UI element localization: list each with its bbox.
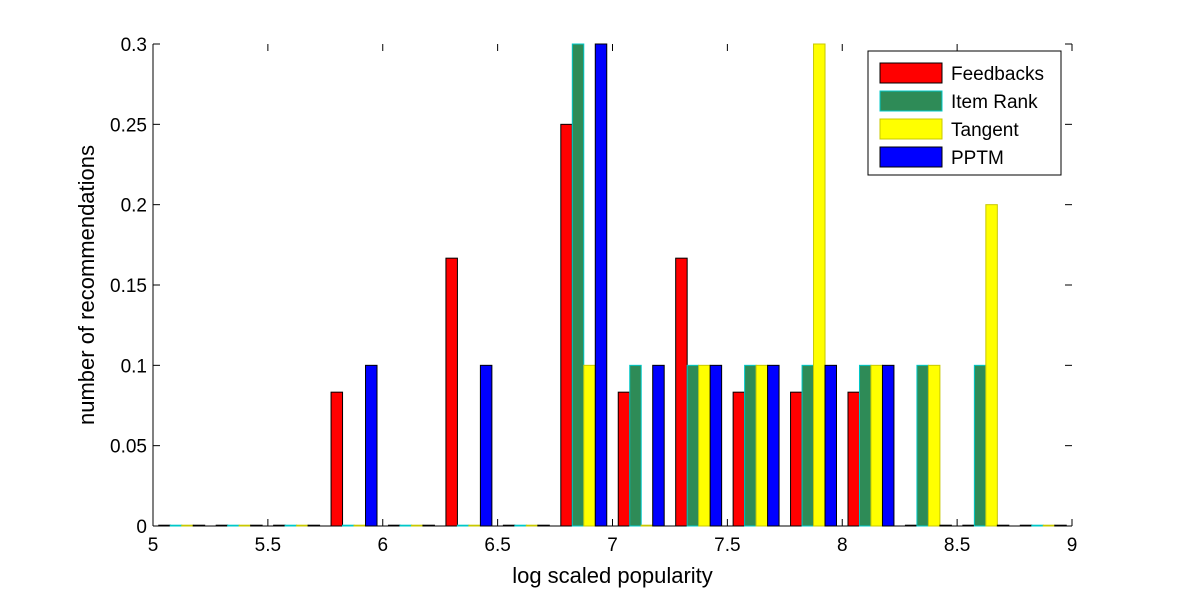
bar-item-rank-10: [744, 364, 757, 527]
legend-swatch-item-rank: [879, 90, 943, 112]
y-tick-label: 0.3: [121, 35, 147, 56]
bar-feedbacks-14: [962, 524, 975, 527]
bar-tangent-13: [927, 364, 941, 527]
bar-tangent-15: [1042, 524, 1056, 527]
bar-pptm-7: [594, 43, 608, 527]
bar-feedbacks-11: [790, 391, 803, 527]
bar-feedbacks-1: [215, 524, 229, 527]
y-tick-label: 0: [136, 517, 147, 538]
bar-tangent-6: [525, 524, 539, 527]
bar-item-rank-8: [629, 364, 642, 527]
bar-tangent-4: [410, 524, 424, 527]
bar-feedbacks-7: [560, 123, 573, 527]
y-tick-label: 0.25: [110, 115, 147, 136]
x-tick-label: 7: [607, 535, 618, 556]
bar-item-rank-5: [456, 524, 470, 527]
bar-pptm-15: [1054, 524, 1067, 527]
bar-feedbacks-3: [330, 391, 344, 527]
x-tick-label: 8.5: [944, 535, 970, 556]
bar-tangent-3: [353, 524, 367, 527]
bar-feedbacks-10: [732, 391, 746, 527]
y-tick-label: 0.2: [121, 196, 147, 217]
x-tick-label: 5: [148, 535, 159, 556]
bar-item-rank-14: [973, 364, 987, 527]
bar-item-rank-3: [342, 524, 355, 527]
bar-feedbacks-6: [502, 524, 516, 527]
legend-swatch-feedbacks: [879, 62, 943, 84]
x-tick-label: 6: [377, 535, 388, 556]
bar-pptm-2: [307, 524, 321, 527]
legend-label: Feedbacks: [951, 64, 1044, 85]
bar-pptm-13: [939, 524, 952, 527]
bar-tangent-0: [181, 524, 194, 527]
legend-swatch-tangent: [879, 118, 943, 140]
bar-feedbacks-9: [675, 257, 688, 527]
bar-tangent-7: [583, 364, 596, 527]
x-tick-label: 8: [837, 535, 848, 556]
bar-item-rank-9: [686, 364, 700, 527]
bar-tangent-10: [755, 364, 769, 527]
bar-item-rank-4: [399, 524, 412, 527]
bar-pptm-8: [652, 364, 665, 527]
legend-label: Tangent: [951, 120, 1019, 141]
bar-feedbacks-2: [273, 524, 286, 527]
bar-feedbacks-8: [617, 391, 631, 527]
bar-item-rank-6: [514, 524, 527, 527]
bar-feedbacks-0: [158, 524, 171, 527]
bar-item-rank-0: [169, 524, 183, 527]
bar-pptm-12: [881, 364, 895, 527]
axis-ticks: 5 5.5 6 6.5 7 7.5 8 8.5 9 0 0.05 0.1 0.15 0.2 0.25 0.3: [110, 35, 1077, 556]
x-tick-label: 9: [1067, 535, 1078, 556]
bar-item-rank-11: [801, 364, 815, 527]
bar-pptm-9: [709, 364, 723, 527]
x-tick-label: 6.5: [484, 535, 510, 556]
bar-pptm-0: [192, 524, 206, 527]
bar-feedbacks-15: [1019, 524, 1033, 527]
bar-pptm-10: [767, 364, 780, 527]
bar-tangent-9: [698, 364, 711, 527]
bar-pptm-4: [422, 524, 435, 527]
x-axis-label: log scaled popularity: [512, 563, 713, 588]
bar-item-rank-1: [227, 524, 240, 527]
bar-pptm-14: [996, 524, 1010, 527]
legend-swatch-pptm: [879, 146, 943, 168]
bar-item-rank-15: [1031, 524, 1044, 527]
bar-tangent-8: [640, 524, 654, 527]
legend-label: PPTM: [951, 148, 1004, 169]
y-tick-label: 0.05: [110, 437, 147, 458]
bar-item-rank-7: [571, 43, 585, 527]
y-tick-label: 0.15: [110, 276, 147, 297]
bar-pptm-11: [824, 364, 838, 527]
bar-feedbacks-12: [847, 391, 860, 527]
x-tick-label: 7.5: [714, 535, 740, 556]
bar-item-rank-12: [858, 364, 872, 527]
bar-tangent-1: [238, 524, 252, 527]
y-tick-label: 0.1: [121, 356, 147, 377]
bar-tangent-14: [985, 204, 998, 527]
legend: Feedbacks Item Rank Tangent PPTM: [867, 50, 1062, 176]
bar-groups: [158, 43, 1067, 527]
bar-item-rank-13: [916, 364, 929, 527]
bar-pptm-5: [479, 364, 493, 527]
bar-item-rank-2: [284, 524, 298, 527]
x-tick-label: 5.5: [255, 535, 281, 556]
bar-feedbacks-4: [387, 524, 401, 527]
bar-tangent-5: [468, 524, 481, 527]
y-axis-label: number of recommendations: [74, 145, 99, 425]
bar-tangent-11: [813, 43, 826, 527]
bar-feedbacks-5: [445, 257, 458, 527]
bar-pptm-3: [365, 364, 378, 527]
bar-pptm-6: [537, 524, 550, 527]
bar-pptm-1: [250, 524, 263, 527]
bar-tangent-12: [870, 364, 883, 527]
legend-label: Item Rank: [951, 92, 1038, 113]
bar-tangent-2: [296, 524, 309, 527]
bar-feedbacks-13: [904, 524, 918, 527]
